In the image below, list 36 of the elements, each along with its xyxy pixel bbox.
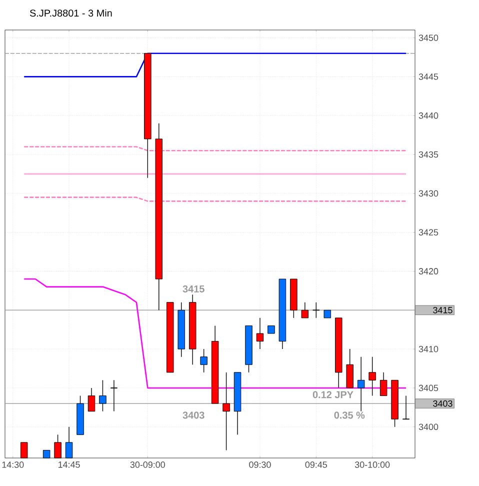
annotation: 0.35 % xyxy=(334,412,365,419)
candlestick xyxy=(99,380,106,412)
annotation: 3403 xyxy=(182,412,204,419)
candlestick xyxy=(380,372,388,396)
y-tick-label: 3435 xyxy=(418,151,438,158)
candlestick xyxy=(346,348,354,388)
y-tick-label: 3425 xyxy=(418,229,438,236)
y-tick-label: 3420 xyxy=(418,268,438,274)
y-tick-label: 3450 xyxy=(418,34,438,41)
x-tick-label: 09:45 xyxy=(305,462,327,468)
annotation: 0.12 JPY xyxy=(312,391,354,398)
candlestick xyxy=(368,356,376,396)
y-tick-label: 3445 xyxy=(418,74,438,80)
candlestick xyxy=(256,318,264,350)
ref-line-label: 3415 xyxy=(433,306,452,314)
x-tick-label: 09:30 xyxy=(249,462,271,468)
candlestick xyxy=(357,356,365,412)
y-tick-label: 3400 xyxy=(418,424,438,430)
y-tick-label: 3405 xyxy=(418,384,438,392)
ref-line-label: 3403 xyxy=(433,400,452,407)
x-tick-label: 30-09:00 xyxy=(130,462,166,468)
y-tick-label: 3430 xyxy=(418,190,438,197)
x-tick-label: 30-10:00 xyxy=(354,462,390,468)
x-tick-label: 14:30 xyxy=(2,462,24,468)
candlestick xyxy=(301,302,309,318)
candlestick xyxy=(402,395,410,420)
candlestick xyxy=(222,372,230,451)
chart-title: S.JP.J8801 - 3 Min xyxy=(30,9,112,17)
candlestick xyxy=(312,302,320,318)
x-tick-label: 14:45 xyxy=(58,462,80,468)
y-tick-label: 3440 xyxy=(418,112,438,119)
candlestick xyxy=(110,380,118,412)
y-tick-label: 3410 xyxy=(418,346,438,352)
annotation: 3415 xyxy=(182,285,204,292)
candlestick xyxy=(88,388,96,412)
candlestick xyxy=(200,348,208,373)
